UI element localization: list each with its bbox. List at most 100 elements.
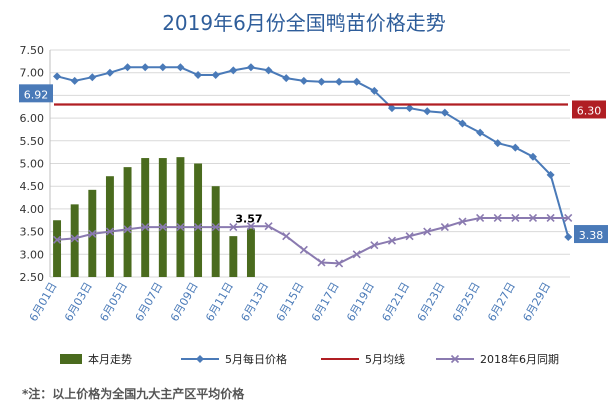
data-point-cross [123,225,132,234]
data-point-diamond [405,104,414,113]
x-tick-label: 6月11日 [203,280,236,324]
callout-label: 3.57 [235,212,262,225]
callout-label: 3.38 [579,229,604,242]
data-point-diamond [53,72,62,81]
data-point-diamond [335,77,344,86]
data-point-diamond [88,73,97,82]
data-point-diamond [564,233,573,242]
data-point-cross [52,235,62,244]
data-point-diamond [176,63,185,72]
data-point-cross [387,236,397,245]
data-point-diamond [158,63,167,72]
data-point-diamond [70,76,79,85]
x-tick-label: 6月05日 [97,280,130,324]
data-point-cross [352,250,361,259]
data-point-cross [158,222,167,232]
data-point-cross [264,222,273,231]
data-point-cross [246,222,256,231]
data-point-diamond [105,68,114,77]
data-point-diamond [282,74,291,83]
data-point-diamond [476,128,485,137]
data-point-diamond [352,77,361,86]
x-tick-label: 6月21日 [379,280,412,324]
data-point-diamond [229,66,238,75]
bar [246,228,255,277]
series-line [56,66,570,238]
data-point-cross [335,259,344,268]
data-point-cross [229,222,238,232]
data-point-diamond [246,63,255,72]
bar [70,204,79,277]
data-point-diamond [123,63,132,72]
x-tick-label: 6月29日 [520,280,553,324]
legend-label: 5月每日价格 [225,352,287,366]
bar [53,220,62,277]
y-axis: 2.503.003.504.004.505.005.506.006.507.00… [20,44,45,284]
data-point-cross [511,213,520,223]
bar [105,176,114,277]
data-point-diamond [511,143,520,152]
x-tick-label: 6月15日 [274,280,307,324]
y-tick-label: 2.50 [20,271,45,284]
legend-label: 2018年6月同期 [480,352,559,366]
data-point-cross [176,222,185,232]
bar [229,236,238,277]
data-point-cross [317,258,326,267]
y-tick-label: 3.50 [20,226,45,239]
x-tick-label: 6月09日 [168,280,201,324]
y-tick-label: 4.00 [20,203,45,216]
bar-series [53,157,255,277]
data-point-diamond [458,119,467,128]
x-axis: 6月01日 6月03日 6月05日 6月07日 6月09日 6月11日 6月13日 6月15日… [27,280,553,324]
data-point-cross [528,213,538,223]
data-point-cross [546,213,555,223]
callout-label: 6.30 [577,104,602,117]
callouts: 6.92 6.30 3.38 3.57 [19,84,608,244]
legend-swatch [60,354,82,364]
bar [141,158,150,277]
data-point-cross [141,222,150,232]
data-point-diamond [194,70,203,79]
series-line [57,217,569,265]
data-point-diamond [211,70,220,79]
y-tick-label: 5.00 [20,158,45,171]
x-tick-label: 6月01日 [27,280,60,324]
legend-marker [450,354,460,364]
data-point-cross [423,227,432,236]
line-series [52,63,573,268]
x-tick-label: 6月03日 [62,280,95,324]
y-tick-label: 7.50 [20,44,45,57]
callout-label: 6.92 [24,88,49,101]
data-point-cross [194,222,203,232]
data-point-cross [476,213,485,223]
callout-box [572,100,606,119]
legend-label: 5月均线 [365,352,405,366]
data-point-diamond [299,76,308,85]
data-point-cross [282,232,291,241]
callout-box [19,84,53,103]
data-point-cross [458,217,467,226]
y-tick-label: 4.50 [20,180,45,193]
x-tick-label: 6月07日 [133,280,166,324]
data-point-cross [405,232,414,241]
bar [158,158,167,277]
data-point-cross [211,222,220,232]
data-point-diamond [370,86,379,95]
data-point-cross [564,213,573,223]
data-point-diamond [423,107,432,116]
footnote: *注：以上价格为全国九大主产区平均价格 [22,386,245,401]
x-tick-label: 6月19日 [344,280,377,324]
data-point-diamond [317,77,326,86]
data-point-cross [70,234,79,243]
x-tick-label: 6月27日 [485,280,518,324]
data-point-cross [105,227,114,236]
data-point-diamond [528,152,537,161]
data-point-diamond [493,139,502,148]
y-tick-label: 5.50 [20,135,45,148]
data-point-diamond [546,170,555,179]
legend-label: 本月走势 [88,352,132,366]
legend-marker [196,355,204,363]
y-tick-label: 7.00 [20,67,45,80]
